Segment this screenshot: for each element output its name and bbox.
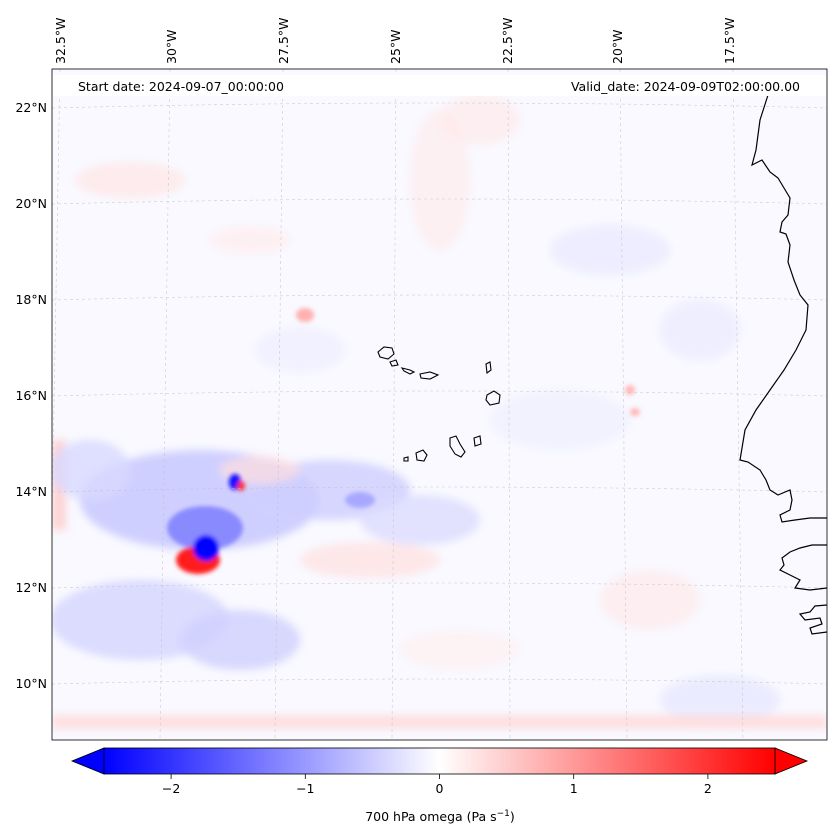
lat-label: 12°N [15,580,47,595]
islands-outline [377,346,501,462]
colorbar-label-main: 700 hPa omega (Pa s [365,809,496,824]
map-frame [51,68,828,741]
island-santiago [449,435,466,458]
africa-coastline [739,94,827,635]
colorbar-label: 700 hPa omega (Pa s−1) [365,809,515,824]
colorbar-label-exp: −1 [497,809,510,819]
colorbar-extend-low [70,747,105,775]
island-sao-vicente [389,359,399,367]
map-gridlines [52,69,827,740]
colorbar-extend-high [774,747,809,775]
header-band [53,75,826,96]
colorbar-label-close: ) [510,809,515,824]
island-sao-nicolau [400,367,416,375]
colorbar-tick-label: −2 [162,781,180,796]
start-date-text: Start date: 2024-09-07_00:00:00 [78,79,284,94]
lon-label: 30°W [164,29,179,64]
island-maio [473,435,482,447]
island-small [419,371,440,380]
lon-label: 32.5°W [53,18,68,64]
colorbar-tick-label: 0 [436,781,444,796]
omega-shading-cores [167,308,640,574]
valid-date-text: Valid_date: 2024-09-09T02:00:00.00 [571,79,800,94]
island-sal [485,361,492,375]
lon-label: 25°W [388,29,403,64]
colorbar-tick-label: −1 [296,781,314,796]
colorbar-gradient [103,747,776,775]
colorbar-tick-label: 1 [570,781,578,796]
longitude-labels: 32.5°W 30°W 27.5°W 25°W 22.5°W 20°W 17.5… [53,18,737,64]
island-santo-antao [377,346,395,360]
lon-label: 22.5°W [500,18,515,64]
colorbar-tick-label: 2 [704,781,712,796]
map-area: Start date: 2024-09-07_00:00:00 Valid_da… [51,68,828,741]
lat-label: 14°N [15,484,47,499]
lat-label: 18°N [15,292,47,307]
lat-label: 10°N [15,676,47,691]
omega-shading-band [52,440,480,670]
lon-label: 27.5°W [276,18,291,64]
latitude-labels: 22°N 20°N 18°N 16°N 14°N 12°N 10°N [15,100,47,691]
omega-shading-faint [52,95,827,729]
colorbar: −2 −1 0 1 2 700 hPa omega (Pa s−1) [70,747,809,824]
lon-label: 17.5°W [722,18,737,64]
island-brava [403,456,409,462]
island-boa-vista [485,390,501,406]
omega-field [52,69,827,740]
lat-label: 22°N [15,100,47,115]
island-fogo [415,449,428,462]
colorbar-ticks: −2 −1 0 1 2 [162,774,712,796]
lat-label: 16°N [15,388,47,403]
lat-label: 20°N [15,196,47,211]
lon-label: 20°W [610,29,625,64]
